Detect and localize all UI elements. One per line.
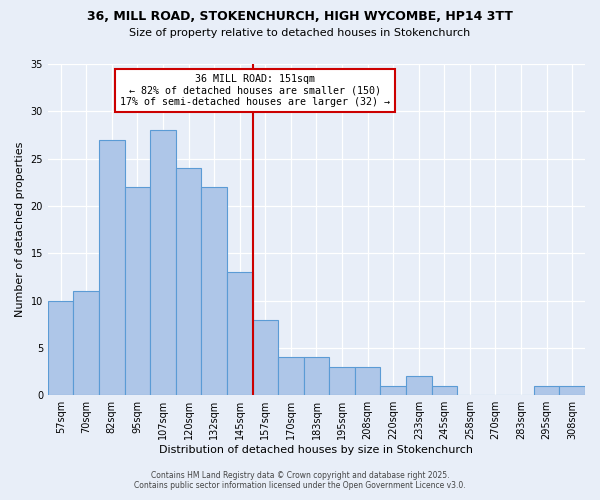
Bar — [202, 187, 227, 395]
Bar — [304, 358, 329, 395]
Y-axis label: Number of detached properties: Number of detached properties — [15, 142, 25, 318]
Bar — [227, 272, 253, 395]
Bar — [534, 386, 559, 395]
Bar — [355, 367, 380, 395]
Bar — [329, 367, 355, 395]
Bar — [253, 320, 278, 395]
Bar — [380, 386, 406, 395]
Bar — [48, 300, 73, 395]
Bar — [150, 130, 176, 395]
Bar — [176, 168, 202, 395]
Text: Contains HM Land Registry data © Crown copyright and database right 2025.
Contai: Contains HM Land Registry data © Crown c… — [134, 470, 466, 490]
Bar — [559, 386, 585, 395]
Bar — [431, 386, 457, 395]
Bar — [406, 376, 431, 395]
Text: 36, MILL ROAD, STOKENCHURCH, HIGH WYCOMBE, HP14 3TT: 36, MILL ROAD, STOKENCHURCH, HIGH WYCOMB… — [87, 10, 513, 23]
Text: Size of property relative to detached houses in Stokenchurch: Size of property relative to detached ho… — [130, 28, 470, 38]
Bar — [73, 291, 99, 395]
Text: 36 MILL ROAD: 151sqm
← 82% of detached houses are smaller (150)
17% of semi-deta: 36 MILL ROAD: 151sqm ← 82% of detached h… — [119, 74, 389, 107]
X-axis label: Distribution of detached houses by size in Stokenchurch: Distribution of detached houses by size … — [160, 445, 473, 455]
Bar — [278, 358, 304, 395]
Bar — [99, 140, 125, 395]
Bar — [125, 187, 150, 395]
